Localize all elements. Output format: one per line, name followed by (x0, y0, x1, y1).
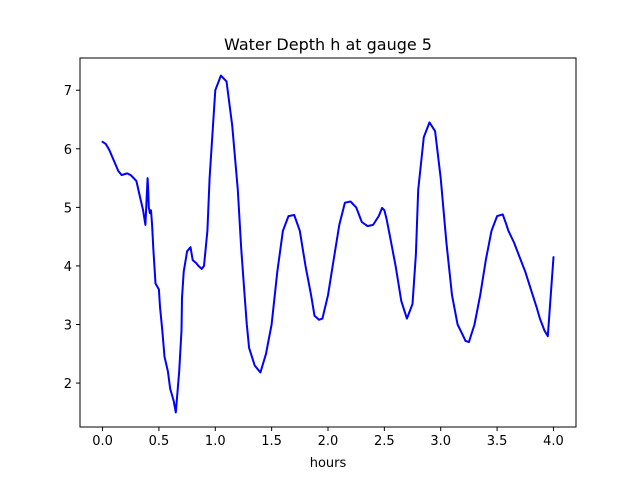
chart-title: Water Depth h at gauge 5 (224, 35, 432, 54)
x-tick-label: 0.5 (149, 434, 170, 449)
y-tick-label: 2 (64, 377, 72, 392)
x-tick-label: 4.0 (543, 434, 564, 449)
x-tick-label: 3.0 (430, 434, 451, 449)
y-tick-label: 7 (64, 84, 72, 99)
x-axis-label: hours (310, 456, 347, 471)
y-tick-label: 6 (64, 143, 72, 158)
x-tick-label: 2.5 (374, 434, 395, 449)
x-tick-label: 3.5 (487, 434, 508, 449)
x-tick-label: 1.0 (205, 434, 226, 449)
series-layer (101, 74, 555, 414)
y-tick-label: 5 (64, 201, 72, 216)
plot-area (79, 57, 577, 428)
x-tick-label: 1.5 (261, 434, 282, 449)
y-tick-label: 3 (64, 319, 72, 334)
y-axis-ticks: 2 3 4 5 6 7 (64, 84, 80, 392)
series-line (101, 74, 555, 414)
x-axis-ticks: 0.0 0.5 1.0 1.5 2.0 2.5 3.0 3.5 4.0 (92, 427, 564, 449)
x-tick-label: 0.0 (92, 434, 113, 449)
x-tick-label: 2.0 (318, 434, 339, 449)
y-tick-label: 4 (64, 260, 72, 275)
